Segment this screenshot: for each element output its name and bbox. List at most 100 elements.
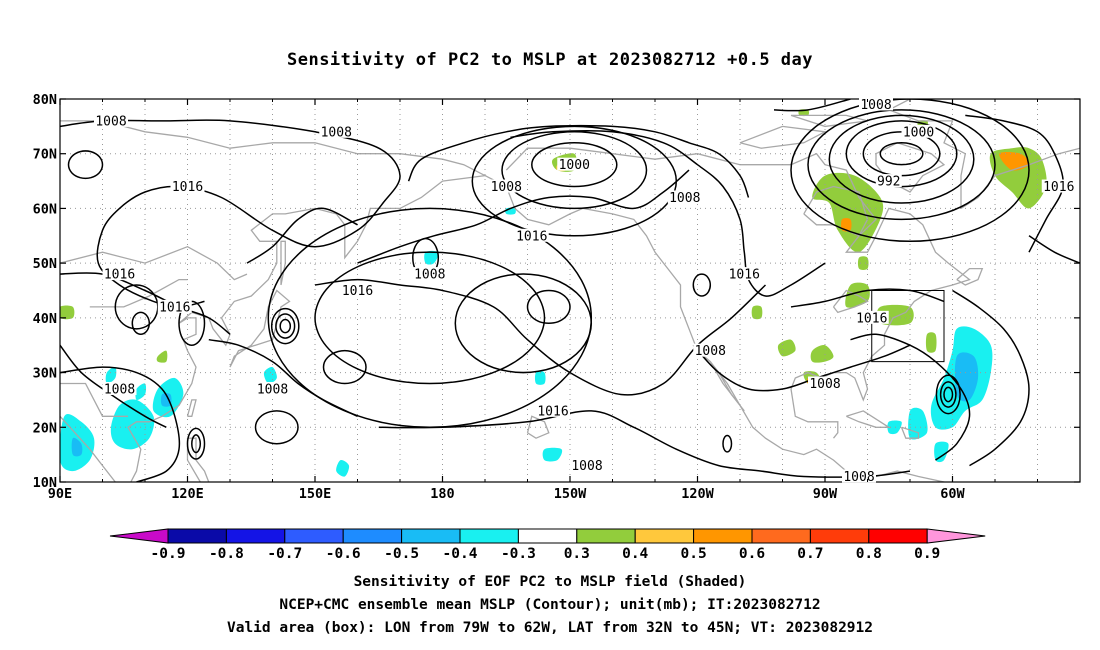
isobar: [965, 114, 1064, 253]
isobar: [246, 207, 358, 264]
contour-label-bg: [808, 376, 842, 390]
contour-label-bg: [514, 228, 549, 242]
colorbar-swatch: [751, 528, 811, 544]
shading-patch: [60, 305, 75, 320]
contour-label-bg: [340, 283, 375, 297]
colorbar-swatch: [167, 528, 227, 544]
coastline: [60, 382, 128, 417]
colorbar-end-high: [926, 528, 986, 544]
lon-tick-label: 150E: [299, 486, 332, 502]
contour-label: 1008: [809, 377, 840, 392]
contour-label-bg: [94, 113, 128, 127]
contour-label: 1016: [172, 180, 203, 195]
coastline: [89, 278, 188, 308]
isobar: [114, 284, 159, 330]
contour-label-bg: [557, 157, 592, 171]
colorbar-label: -0.4: [443, 546, 478, 562]
isobar: [314, 251, 546, 385]
shading-patch: [156, 350, 168, 363]
contour-label: 992: [877, 175, 900, 190]
contour-label: 1008: [669, 191, 700, 206]
isobar: [270, 307, 300, 345]
contour-label: 1008: [571, 459, 602, 474]
coastline: [505, 147, 971, 439]
isobar: [60, 366, 181, 482]
coastline: [526, 415, 550, 439]
contour-label-bg: [727, 267, 762, 281]
contour-label: 1008: [843, 470, 874, 485]
contour-label: 1016: [516, 229, 547, 244]
colorbar-label: 0.9: [914, 546, 940, 562]
colorbar-label: -0.6: [326, 546, 361, 562]
colorbar-label: 0.6: [739, 546, 765, 562]
contour-label: 1008: [104, 382, 135, 397]
shading-patch: [810, 345, 834, 363]
colorbar-label: -0.8: [209, 546, 244, 562]
isobar: [357, 169, 690, 264]
shading-patch: [542, 447, 563, 462]
lat-tick-label: 10N: [33, 475, 57, 491]
colorbar-swatch: [284, 528, 344, 544]
isobar: [850, 333, 971, 461]
contour-label-bg: [319, 124, 354, 138]
contour-label-bg: [854, 310, 889, 324]
shading-patch: [999, 151, 1030, 171]
shading-patch: [424, 250, 439, 265]
coastline: [141, 498, 184, 525]
colorbar-swatch: [401, 528, 461, 544]
contour-label: 1008: [321, 125, 352, 140]
isobar: [790, 288, 945, 308]
contour-label: 1008: [414, 268, 445, 283]
isobar: [178, 300, 206, 346]
shading-patch: [751, 305, 763, 320]
colorbar-swatch: [517, 528, 578, 544]
isobar: [526, 289, 571, 325]
lat-tick-label: 20N: [33, 420, 57, 436]
colorbar-swatch: [693, 528, 753, 544]
isobar: [131, 311, 151, 335]
lon-tick-label: 60W: [940, 486, 965, 502]
contour-label-bg: [170, 179, 205, 193]
colorbar-label: 0.7: [797, 546, 823, 562]
shading-patch: [534, 371, 546, 385]
coastline: [60, 120, 488, 482]
coastline: [709, 361, 745, 412]
coastline: [875, 142, 946, 193]
coastline: [280, 240, 286, 286]
contour-label: 1008: [257, 382, 288, 397]
lon-tick-label: 180: [430, 486, 454, 502]
coastline: [739, 125, 828, 149]
isobar: [322, 350, 367, 385]
colorbar-label: 0.8: [856, 546, 882, 562]
coastline: [956, 267, 984, 286]
lat-tick-label: 30N: [33, 366, 57, 382]
contour-label-bg: [102, 267, 137, 281]
isobar: [531, 142, 618, 188]
lon-tick-label: 120W: [681, 486, 714, 502]
coastline: [60, 245, 248, 281]
contour-label: 1016: [159, 300, 190, 315]
isobar: [378, 410, 911, 478]
lat-tick-label: 50N: [33, 256, 57, 272]
lat-tick-label: 40N: [33, 311, 57, 327]
isobar: [939, 381, 957, 408]
contour-label-bg: [570, 458, 604, 472]
shading-patch: [887, 420, 902, 435]
colorbar-label: -0.7: [267, 546, 302, 562]
isobar: [208, 338, 358, 417]
isobar: [454, 273, 593, 374]
contour-label-bg: [667, 190, 702, 204]
isobar: [279, 318, 292, 334]
contour-label: 1008: [860, 98, 891, 113]
coastline: [887, 99, 1080, 209]
contour-label-bg: [412, 267, 447, 281]
caption-valid-area: Valid area (box): LON from 79W to 62W, L…: [226, 620, 873, 636]
contour-label-bg: [255, 381, 290, 395]
colorbar-swatch: [459, 528, 519, 544]
isobar: [828, 114, 975, 204]
lon-tick-label: 90W: [813, 486, 838, 502]
contour-label: 1016: [104, 268, 135, 283]
isobar: [935, 374, 961, 415]
contour-label-bg: [1041, 179, 1076, 193]
